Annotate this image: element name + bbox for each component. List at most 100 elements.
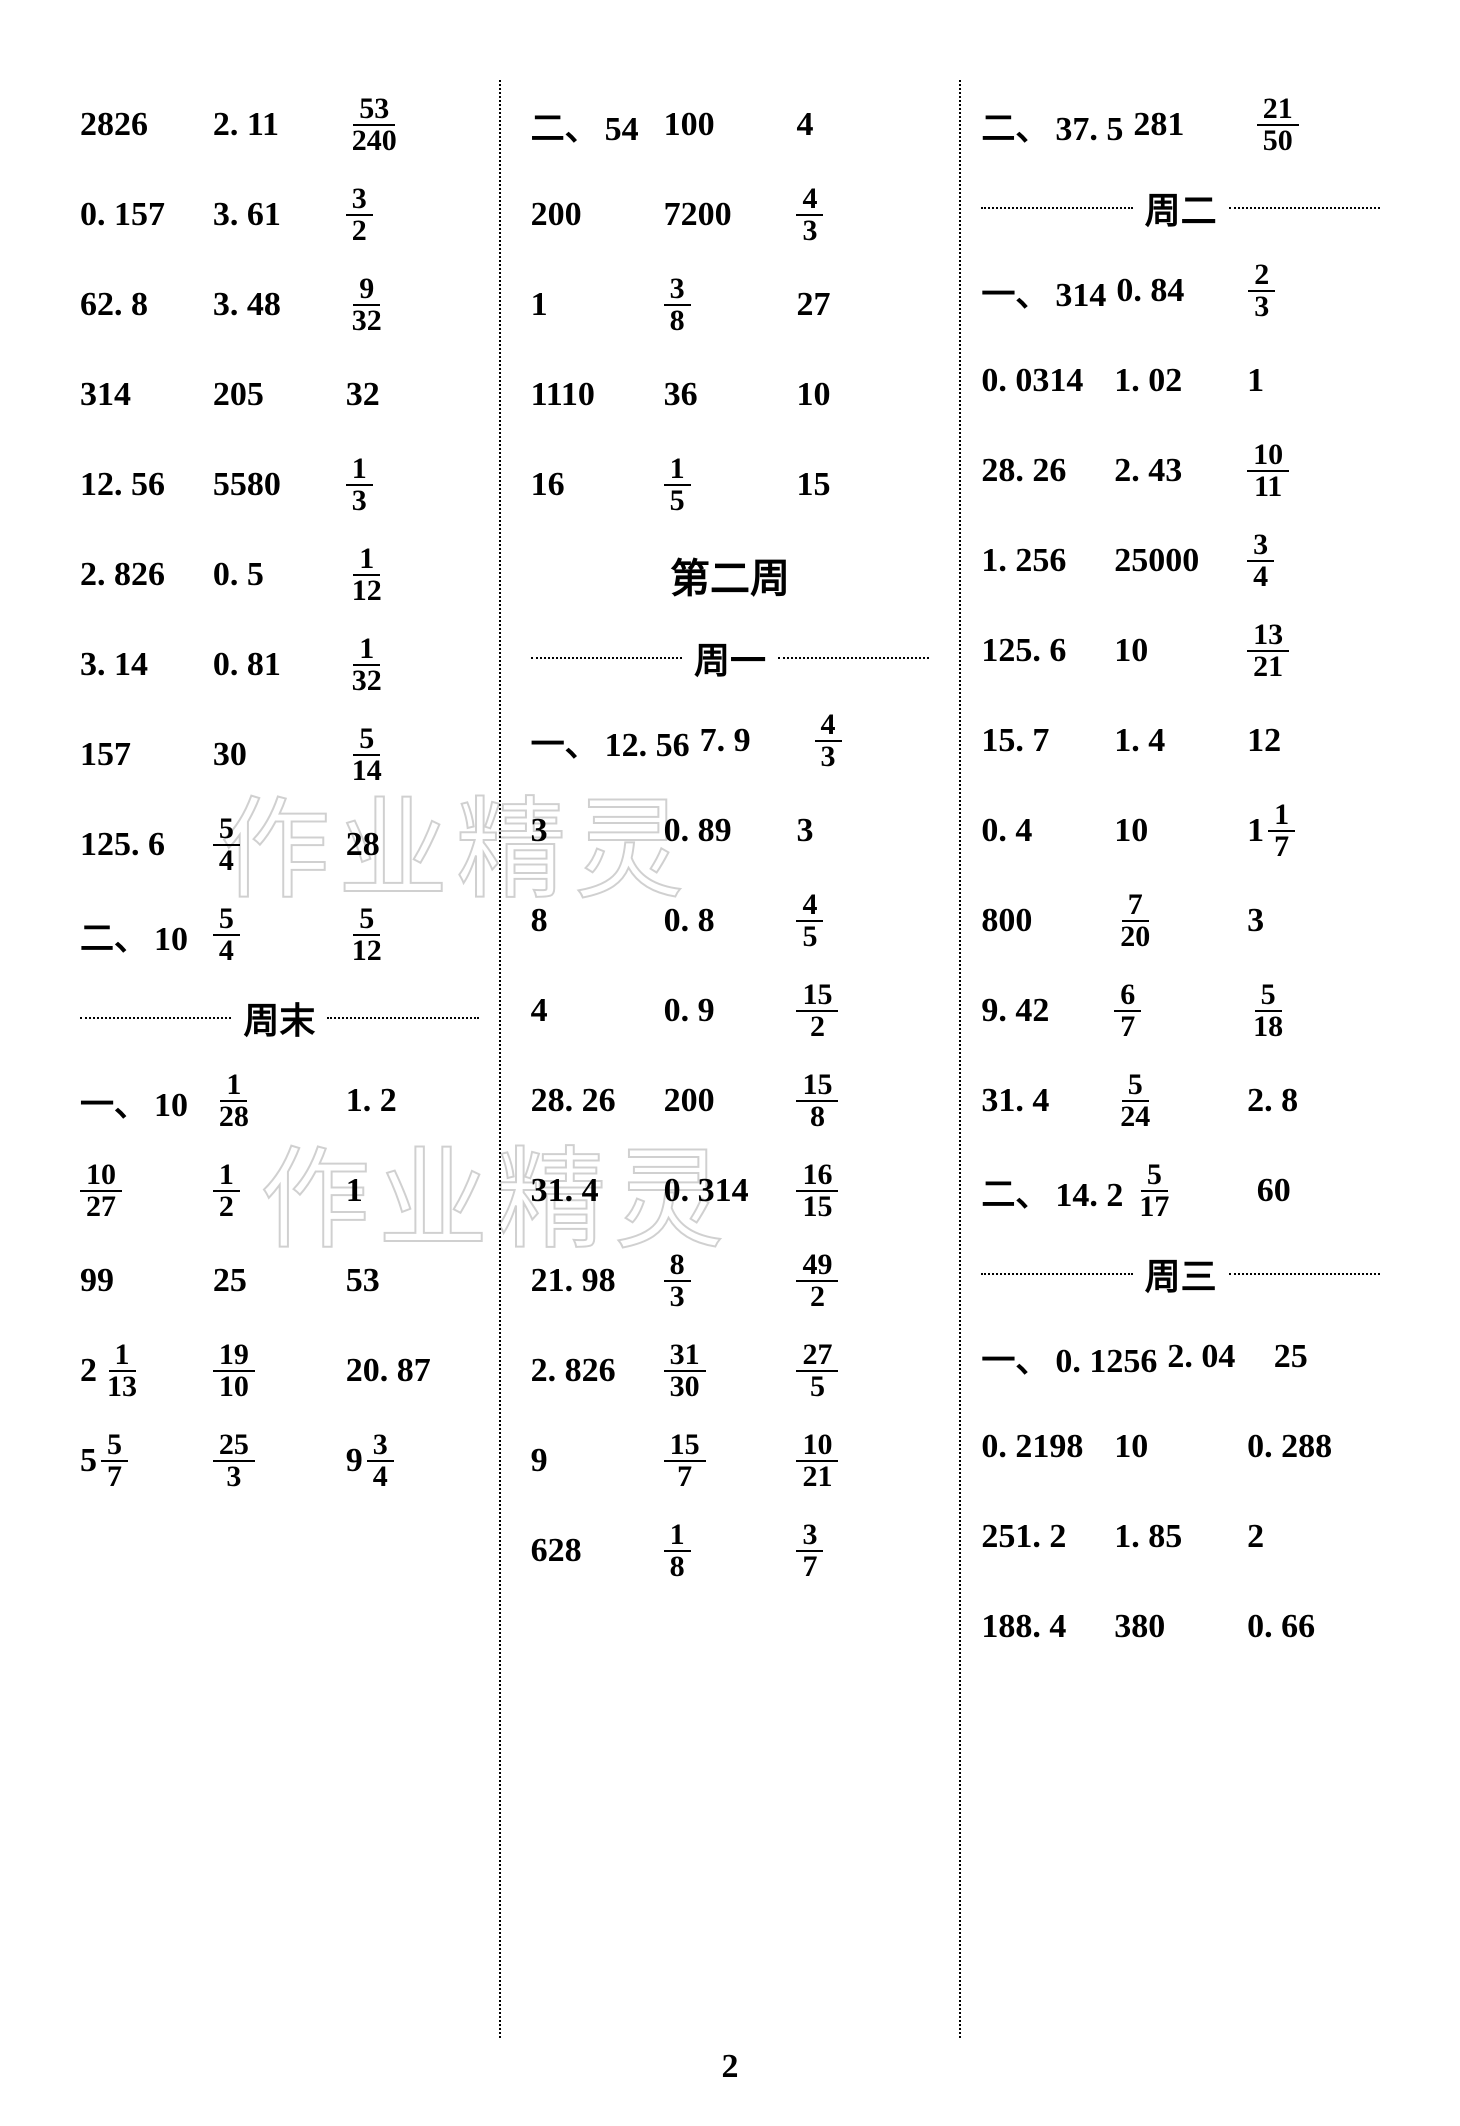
fraction: 1910 bbox=[213, 1340, 255, 1402]
value-cell: 一、12. 56 bbox=[531, 717, 700, 766]
value-cell: 200 bbox=[664, 1082, 797, 1120]
fraction: 18 bbox=[664, 1520, 691, 1582]
plain-value: 53 bbox=[346, 1262, 380, 1299]
value-cell: 16 bbox=[531, 466, 664, 504]
value-cell: 3 bbox=[531, 812, 664, 850]
value-cell: 53240 bbox=[346, 94, 479, 156]
fraction: 54 bbox=[213, 904, 240, 966]
value-cell: 二、37. 5 bbox=[981, 101, 1133, 150]
fraction: 158 bbox=[796, 1070, 838, 1132]
fraction: 2150 bbox=[1257, 94, 1299, 156]
value-cell: 54 bbox=[213, 814, 346, 876]
value-cell: 15 bbox=[796, 466, 929, 504]
plain-value: 314 bbox=[80, 376, 131, 413]
value-cell: 一、0. 1256 bbox=[981, 1333, 1167, 1382]
plain-value: 2826 bbox=[80, 106, 148, 143]
value-cell: 1 bbox=[346, 1172, 479, 1210]
day-subheading: 周二 bbox=[981, 170, 1380, 246]
value-cell: 45 bbox=[796, 890, 929, 952]
value-cell: 2. 826 bbox=[531, 1352, 664, 1390]
answer-row: 28262. 1153240 bbox=[80, 80, 479, 170]
value-cell: 38 bbox=[664, 274, 797, 336]
fraction: 157 bbox=[664, 1430, 706, 1492]
answer-row: 992553 bbox=[80, 1236, 479, 1326]
fraction: 518 bbox=[1247, 980, 1289, 1042]
value-cell: 557 bbox=[80, 1430, 213, 1492]
day-label: 周末 bbox=[243, 992, 315, 1044]
columns-wrapper: 28262. 11532400. 1573. 613262. 83. 48932… bbox=[60, 80, 1400, 2038]
fraction: 1615 bbox=[796, 1160, 838, 1222]
page: 作业精灵 作业精灵 28262. 11532400. 1573. 613262.… bbox=[0, 0, 1460, 2126]
plain-value: 10 bbox=[796, 376, 830, 413]
value-cell: 0. 157 bbox=[80, 196, 213, 234]
value-cell: 1 bbox=[531, 286, 664, 324]
section-prefix: 一、 bbox=[981, 1343, 1049, 1380]
fraction: 38 bbox=[664, 274, 691, 336]
value-cell: 934 bbox=[346, 1430, 479, 1492]
value-cell: 275 bbox=[796, 1340, 929, 1402]
value-cell: 1. 02 bbox=[1114, 362, 1247, 400]
day-subheading: 周三 bbox=[981, 1236, 1380, 1312]
value-cell: 31. 4 bbox=[981, 1082, 1114, 1120]
value-cell: 0. 81 bbox=[213, 646, 346, 684]
plain-value: 251. 2 bbox=[981, 1518, 1066, 1555]
plain-value: 14. 2 bbox=[1055, 1177, 1123, 1214]
plain-value: 1. 4 bbox=[1114, 722, 1165, 759]
plain-value: 314 bbox=[1055, 277, 1106, 314]
answer-row: 一、0. 12562. 0425 bbox=[981, 1312, 1380, 1402]
plain-value: 28. 26 bbox=[531, 1082, 616, 1119]
plain-value: 31. 4 bbox=[981, 1082, 1049, 1119]
value-cell: 25000 bbox=[1114, 542, 1247, 580]
fraction: 45 bbox=[796, 890, 823, 952]
plain-value: 7. 9 bbox=[700, 722, 751, 759]
value-cell: 31. 4 bbox=[531, 1172, 664, 1210]
value-cell: 25 bbox=[1274, 1338, 1380, 1376]
value-cell: 23 bbox=[1248, 260, 1380, 322]
answer-row: 二、541004 bbox=[531, 80, 930, 170]
plain-value: 1 bbox=[531, 286, 548, 323]
value-cell: 1615 bbox=[796, 1160, 929, 1222]
plain-value: 2 bbox=[1247, 1518, 1264, 1555]
value-cell: 0. 0314 bbox=[981, 362, 1114, 400]
value-cell: 157 bbox=[664, 1430, 797, 1492]
plain-value: 0. 8 bbox=[664, 902, 715, 939]
mixed-number: 934 bbox=[346, 1430, 394, 1492]
answer-row: 0. 2198100. 288 bbox=[981, 1402, 1380, 1492]
plain-value: 3. 48 bbox=[213, 286, 281, 323]
plain-value: 15 bbox=[796, 466, 830, 503]
fraction: 275 bbox=[796, 1340, 838, 1402]
plain-value: 4 bbox=[796, 106, 813, 143]
value-cell: 9 bbox=[531, 1442, 664, 1480]
plain-value: 0. 81 bbox=[213, 646, 281, 683]
column-left: 28262. 11532400. 1573. 613262. 83. 48932… bbox=[60, 80, 499, 2038]
value-cell: 5580 bbox=[213, 466, 346, 504]
value-cell: 54 bbox=[213, 904, 346, 966]
value-cell: 53 bbox=[346, 1262, 479, 1300]
value-cell: 0. 9 bbox=[664, 992, 797, 1030]
fraction: 34 bbox=[367, 1430, 394, 1492]
value-cell: 34 bbox=[1247, 530, 1380, 592]
value-cell: 720 bbox=[1114, 890, 1247, 952]
plain-value: 5580 bbox=[213, 466, 281, 503]
answer-row: 13827 bbox=[531, 260, 930, 350]
value-cell: 4 bbox=[796, 106, 929, 144]
section-prefix: 一、 bbox=[531, 727, 599, 764]
value-cell: 62. 8 bbox=[80, 286, 213, 324]
fraction: 13 bbox=[346, 454, 373, 516]
fraction: 1027 bbox=[80, 1160, 122, 1222]
value-cell: 1 bbox=[1247, 362, 1380, 400]
section-prefix: 二、 bbox=[981, 1177, 1049, 1214]
answer-row: 二、37. 52812150 bbox=[981, 80, 1380, 170]
answer-row: 125. 65428 bbox=[80, 800, 479, 890]
answer-row: 28. 262. 431011 bbox=[981, 426, 1380, 516]
value-cell: 188. 4 bbox=[981, 1608, 1114, 1646]
plain-value: 54 bbox=[605, 111, 639, 148]
value-cell: 7. 9 bbox=[700, 722, 815, 760]
value-cell: 1. 4 bbox=[1114, 722, 1247, 760]
answer-row: 一、101281. 2 bbox=[80, 1056, 479, 1146]
value-cell: 380 bbox=[1114, 1608, 1247, 1646]
plain-value: 7200 bbox=[664, 196, 732, 233]
value-cell: 3. 14 bbox=[80, 646, 213, 684]
value-cell: 1. 256 bbox=[981, 542, 1114, 580]
answer-row: 200720043 bbox=[531, 170, 930, 260]
